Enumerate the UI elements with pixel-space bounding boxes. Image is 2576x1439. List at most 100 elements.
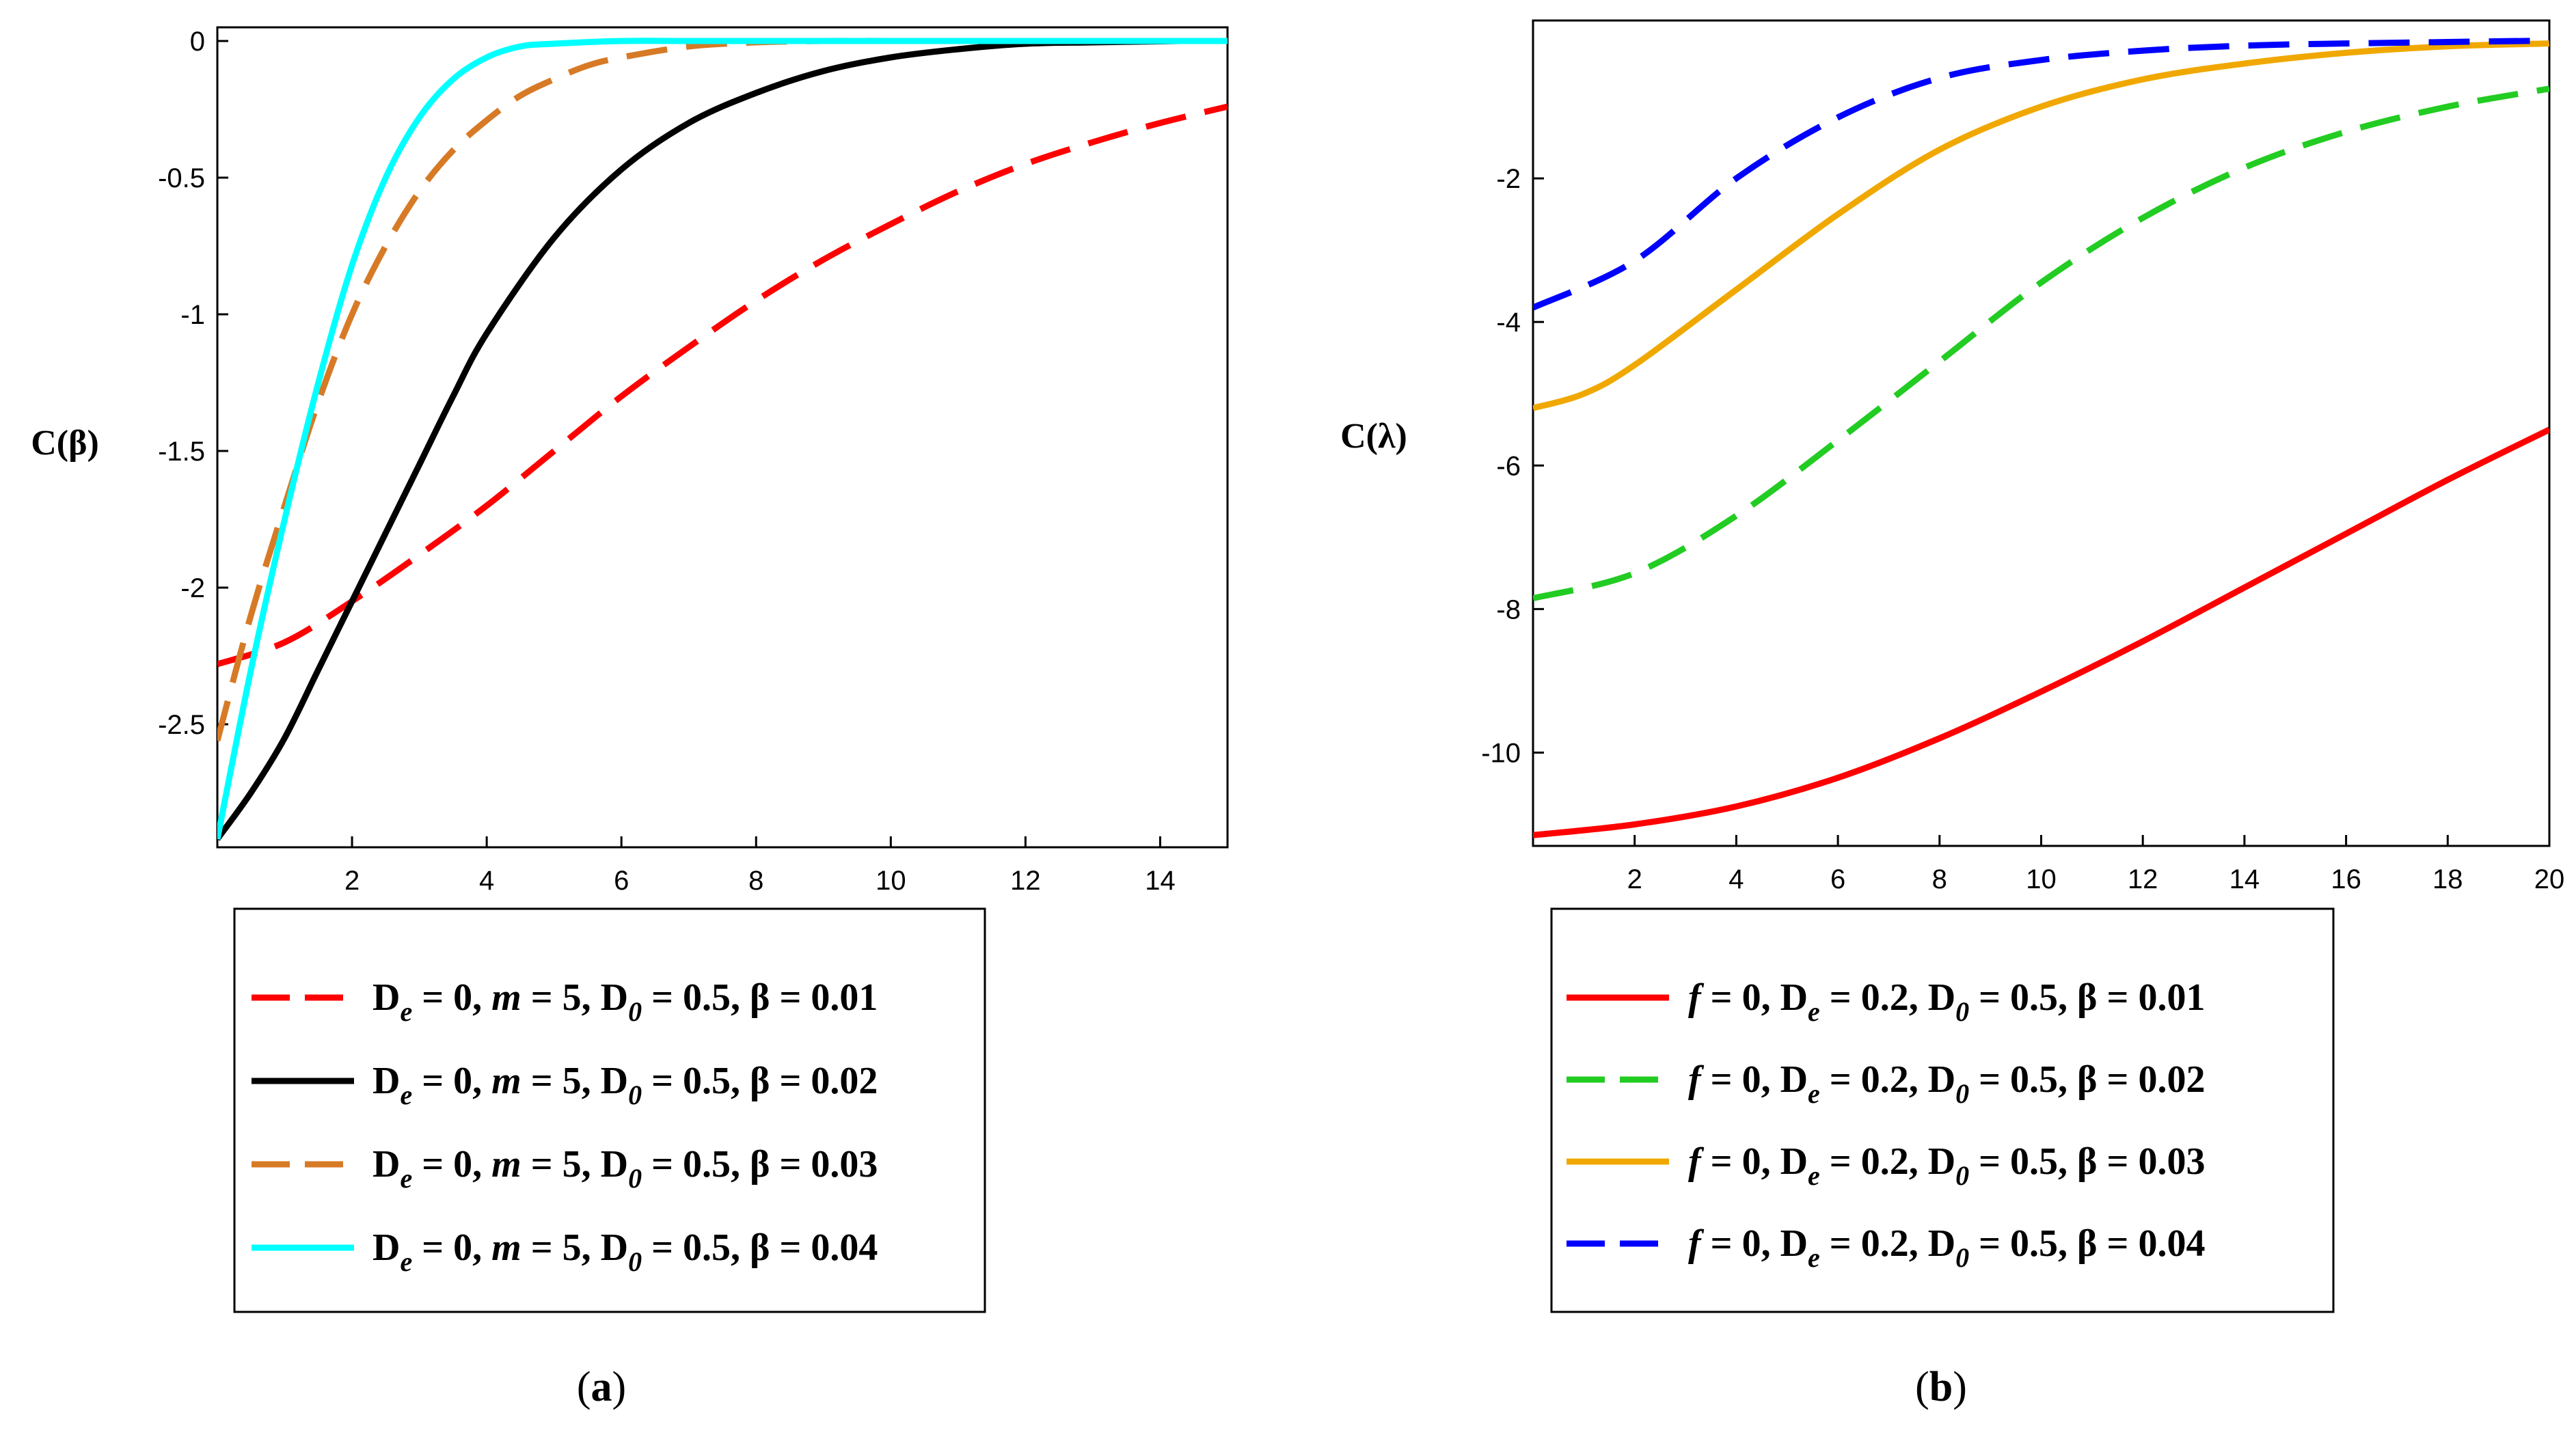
y-tick-label: -8 (1496, 594, 1521, 625)
y-axis-label: C(λ) (1340, 417, 1407, 456)
legend-text-part: = 0.5, β = 0.04 (1969, 1222, 2205, 1265)
legend-text-part: m (491, 1143, 521, 1186)
x-tick-label: 12 (2128, 864, 2158, 894)
legend-text-part: = 0.5, β = 0.03 (642, 1143, 878, 1186)
legend-box (1550, 907, 2335, 1313)
y-tick-label: -10 (1481, 738, 1521, 768)
series-line-2 (1533, 85, 2549, 601)
legend-text-part: 0 (628, 1080, 642, 1110)
legend-text-part: = 0.2, D (1820, 1140, 1955, 1183)
legend-text-part: = 5, D (521, 1060, 628, 1102)
legend-text-part: = 0, (412, 976, 491, 1019)
y-tick-label: -1 (180, 300, 205, 330)
legend-text-part: = 0, D (1701, 976, 1808, 1019)
x-tick-label: 12 (1010, 866, 1041, 896)
series-line-1 (1533, 426, 2549, 838)
legend-text-part: D (372, 1143, 400, 1186)
legend-text-part: 0 (1955, 1160, 1969, 1191)
caption-letter: b (1929, 1364, 1953, 1410)
y-tick-label: 0 (190, 27, 205, 57)
legend-box (233, 907, 986, 1313)
caption-letter: a (591, 1364, 612, 1410)
x-tick-label: 10 (2026, 864, 2057, 894)
legend-text-part: = 0, (412, 1143, 491, 1186)
legend-text-part: = 0, (412, 1060, 491, 1102)
x-tick-label: 6 (1830, 864, 1845, 894)
x-tick-label: 4 (1728, 864, 1744, 894)
y-tick-label: -2 (180, 573, 205, 603)
legend-text-part: = 0.2, D (1820, 1058, 1955, 1101)
series-line-4 (1533, 37, 2549, 311)
plot-frame (1532, 19, 2551, 847)
x-tick-label: 2 (1627, 864, 1642, 894)
legend-text-part: e (1808, 1160, 1820, 1191)
series-line-2 (217, 38, 1181, 841)
legend-text-part: m (491, 1060, 521, 1102)
y-tick-label: -6 (1496, 451, 1521, 481)
legend-label-3: De = 0, m = 5, D0 = 0.5, β = 0.03 (372, 1143, 878, 1194)
plot-frame (216, 26, 1229, 849)
x-tick-label: 2 (344, 866, 360, 896)
legend-text-part: 0 (1955, 996, 1969, 1027)
legend-text-part: e (1808, 1242, 1820, 1273)
legend-text-part: e (400, 996, 412, 1027)
caption-paren-open: ( (1915, 1364, 1929, 1410)
series-line-3 (217, 38, 958, 742)
legend-label-3: f = 0, De = 0.2, D0 = 0.5, β = 0.03 (1688, 1140, 2205, 1191)
legend-label-4: f = 0, De = 0.2, D0 = 0.5, β = 0.04 (1688, 1222, 2205, 1273)
legend-text-part: D (372, 1226, 400, 1269)
caption-a: (a) (577, 1364, 626, 1410)
x-tick-label: 8 (748, 866, 763, 896)
legend-text-part: e (400, 1163, 412, 1194)
legend-label-1: f = 0, De = 0.2, D0 = 0.5, β = 0.01 (1688, 976, 2205, 1027)
legend-text-part: = 0.5, β = 0.02 (1969, 1058, 2205, 1101)
legend-text-part: = 0, D (1701, 1140, 1808, 1183)
legend-text-part: = 0, (412, 1226, 491, 1269)
legend-label-2: De = 0, m = 5, D0 = 0.5, β = 0.02 (372, 1060, 878, 1110)
legend-text-part: 0 (628, 1246, 642, 1277)
legend-text-part: = 0.2, D (1820, 1222, 1955, 1265)
legend-text-part: 0 (1955, 1242, 1969, 1273)
legend-text-part: m (491, 1226, 521, 1269)
series-line-1 (217, 103, 1228, 668)
y-tick-label: -2.5 (158, 710, 205, 740)
legend-text-part: = 5, D (521, 1143, 628, 1186)
legend-label-1: De = 0, m = 5, D0 = 0.5, β = 0.01 (372, 976, 878, 1027)
legend-text-part: = 5, D (521, 976, 628, 1019)
legend-text-part: e (400, 1080, 412, 1110)
caption-paren-close: ) (1953, 1364, 1967, 1410)
caption-paren-open: ( (577, 1364, 591, 1410)
y-tick-label: -1.5 (158, 437, 205, 467)
legend-label-2: f = 0, De = 0.2, D0 = 0.5, β = 0.02 (1688, 1058, 2205, 1109)
x-tick-label: 14 (2229, 864, 2260, 894)
caption-b: (b) (1915, 1364, 1967, 1410)
x-tick-label: 16 (2331, 864, 2361, 894)
legend-text-part: = 0.5, β = 0.01 (642, 976, 878, 1019)
legend-text-part: = 0.2, D (1820, 976, 1955, 1019)
legend-text-part: m (491, 976, 521, 1019)
legend-text-part: = 5, D (521, 1226, 628, 1269)
caption-paren-close: ) (612, 1364, 627, 1410)
legend-text-part: = 0, D (1701, 1222, 1808, 1265)
series-line-4 (217, 38, 1228, 840)
legend-text-part: e (1808, 996, 1820, 1027)
x-tick-label: 4 (479, 866, 494, 896)
x-tick-label: 20 (2534, 864, 2565, 894)
legend-text-part: D (372, 976, 400, 1019)
y-axis-label: C(β) (31, 424, 99, 463)
legend-text-part: 0 (628, 996, 642, 1027)
x-tick-label: 18 (2432, 864, 2463, 894)
x-tick-label: 6 (614, 866, 629, 896)
y-tick-label: -0.5 (158, 163, 205, 193)
legend-text-part: e (1808, 1078, 1820, 1109)
legend-text-part: = 0.5, β = 0.03 (1969, 1140, 2205, 1183)
legend-text-part: = 0.5, β = 0.02 (642, 1060, 878, 1102)
x-tick-label: 8 (1932, 864, 1947, 894)
y-tick-label: -2 (1496, 164, 1521, 194)
x-tick-label: 14 (1145, 866, 1176, 896)
x-tick-label: 10 (876, 866, 906, 896)
series-line-3 (1533, 40, 2549, 411)
